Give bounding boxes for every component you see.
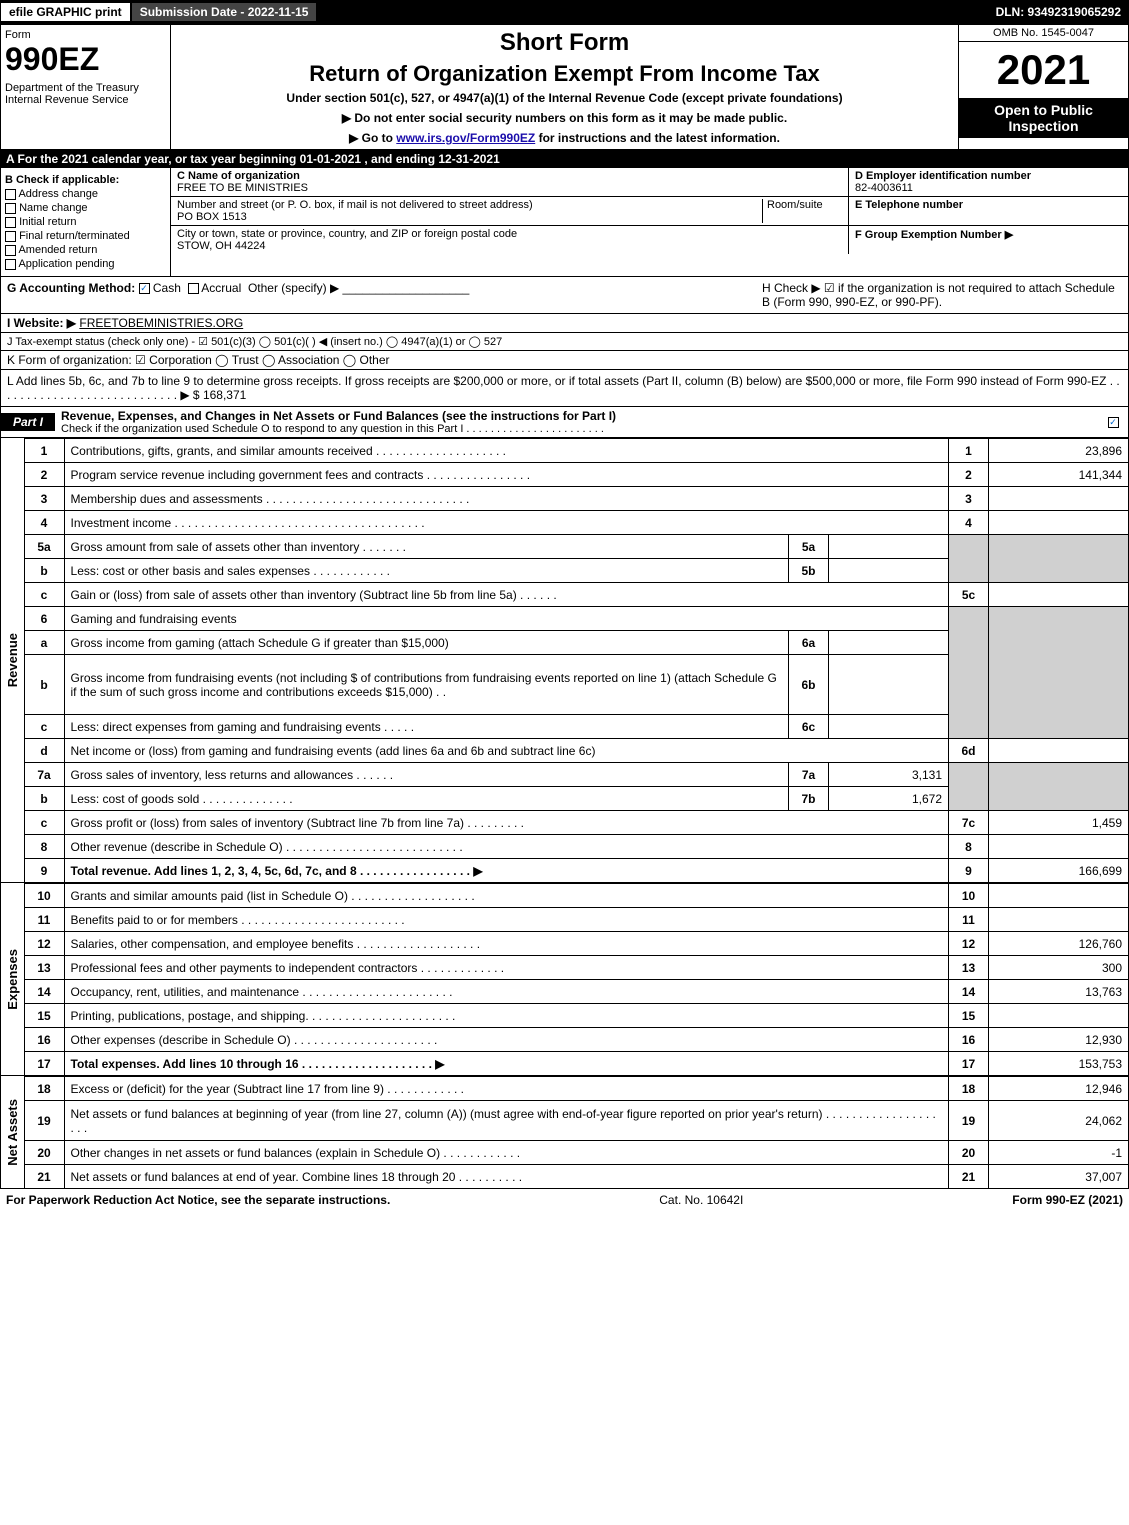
department: Department of the Treasury Internal Reve…	[5, 82, 166, 106]
section-k: K Form of organization: ☑ Corporation ◯ …	[0, 351, 1129, 370]
revenue-label: Revenue	[0, 438, 24, 883]
form-title: Return of Organization Exempt From Incom…	[175, 61, 954, 87]
header-right: OMB No. 1545-0047 2021 Open to Public In…	[958, 25, 1128, 149]
open-to-public: Open to Public Inspection	[959, 98, 1128, 138]
section-g: G Accounting Method: Cash Accrual Other …	[7, 281, 762, 309]
netassets-label: Net Assets	[0, 1076, 24, 1189]
group-exemption-cell: F Group Exemption Number ▶	[848, 226, 1128, 254]
expenses-label: Expenses	[0, 883, 24, 1076]
page-footer: For Paperwork Reduction Act Notice, see …	[0, 1189, 1129, 1211]
note2-pre: ▶ Go to	[349, 131, 396, 145]
tel-label: E Telephone number	[855, 199, 963, 211]
section-h: H Check ▶ ☑ if the organization is not r…	[762, 281, 1122, 309]
note2-post: for instructions and the latest informat…	[535, 131, 780, 145]
cb-pending: Application pending	[5, 258, 166, 270]
cb-amended: Amended return	[5, 244, 166, 256]
revenue-table: 1Contributions, gifts, grants, and simil…	[24, 438, 1129, 883]
b-label: B Check if applicable:	[5, 174, 166, 186]
part1-tab: Part I	[1, 413, 55, 431]
room-label: Room/suite	[767, 199, 823, 211]
section-b: B Check if applicable: Address change Na…	[1, 168, 171, 276]
org-name-cell: C Name of organization FREE TO BE MINIST…	[171, 168, 848, 196]
irs-link[interactable]: www.irs.gov/Form990EZ	[396, 131, 535, 145]
irs-link-line: ▶ Go to www.irs.gov/Form990EZ for instru…	[175, 131, 954, 145]
omb-number: OMB No. 1545-0047	[959, 25, 1128, 42]
cb-cash	[139, 283, 150, 294]
cb-initial-return: Initial return	[5, 216, 166, 228]
part1-check	[1098, 415, 1128, 429]
submission-date: Submission Date - 2022-11-15	[131, 2, 318, 22]
header-left: Form 990EZ Department of the Treasury In…	[1, 25, 171, 149]
part1-header: Part I Revenue, Expenses, and Changes in…	[0, 407, 1129, 438]
part1-sub: Check if the organization used Schedule …	[61, 423, 1092, 435]
ssn-warning: ▶ Do not enter social security numbers o…	[175, 111, 954, 125]
footer-right: Form 990-EZ (2021)	[1012, 1193, 1123, 1207]
c-name-label: C Name of organization	[177, 170, 300, 182]
dln: DLN: 93492319065292	[996, 5, 1129, 19]
tel-cell: E Telephone number	[848, 197, 1128, 225]
efile-print: efile GRAPHIC print	[0, 2, 131, 22]
section-l: L Add lines 5b, 6c, and 7b to line 9 to …	[0, 370, 1129, 407]
expenses-table: 10Grants and similar amounts paid (list …	[24, 883, 1129, 1076]
cb-final-return: Final return/terminated	[5, 230, 166, 242]
i-label: I Website: ▶	[7, 316, 76, 330]
revenue-section: Revenue 1Contributions, gifts, grants, a…	[0, 438, 1129, 883]
city-cell: City or town, state or province, country…	[171, 226, 848, 254]
gh-row: G Accounting Method: Cash Accrual Other …	[0, 277, 1129, 314]
cb-accrual	[188, 283, 199, 294]
city-label: City or town, state or province, country…	[177, 228, 517, 240]
short-form: Short Form	[175, 29, 954, 57]
ein-cell: D Employer identification number 82-4003…	[848, 168, 1128, 196]
org-info-grid: B Check if applicable: Address change Na…	[0, 168, 1129, 277]
form-label: Form	[5, 29, 166, 41]
section-a: A For the 2021 calendar year, or tax yea…	[0, 150, 1129, 168]
header-mid: Short Form Return of Organization Exempt…	[171, 25, 958, 149]
footer-left: For Paperwork Reduction Act Notice, see …	[6, 1193, 390, 1207]
form-number: 990EZ	[5, 41, 166, 78]
d-ein-label: D Employer identification number	[855, 170, 1031, 182]
ein: 82-4003611	[855, 182, 913, 194]
street-cell: Number and street (or P. O. box, if mail…	[171, 197, 848, 225]
l-text: L Add lines 5b, 6c, and 7b to line 9 to …	[7, 374, 1120, 402]
part1-title: Revenue, Expenses, and Changes in Net As…	[55, 407, 1098, 437]
section-j: J Tax-exempt status (check only one) - ☑…	[0, 333, 1129, 351]
expenses-section: Expenses 10Grants and similar amounts pa…	[0, 883, 1129, 1076]
netassets-table: 18Excess or (deficit) for the year (Subt…	[24, 1076, 1129, 1189]
netassets-section: Net Assets 18Excess or (deficit) for the…	[0, 1076, 1129, 1189]
form-header: Form 990EZ Department of the Treasury In…	[0, 24, 1129, 150]
g-label: G Accounting Method:	[7, 281, 135, 295]
cb-name-change: Name change	[5, 202, 166, 214]
street-label: Number and street (or P. O. box, if mail…	[177, 199, 533, 211]
footer-mid: Cat. No. 10642I	[390, 1193, 1012, 1207]
l-val: 168,371	[203, 388, 246, 402]
street: PO BOX 1513	[177, 211, 247, 223]
cb-address-change: Address change	[5, 188, 166, 200]
website: FREETOBEMINISTRIES.ORG	[79, 316, 243, 330]
section-i: I Website: ▶ FREETOBEMINISTRIES.ORG	[0, 314, 1129, 333]
section-cd: C Name of organization FREE TO BE MINIST…	[171, 168, 1128, 276]
city: STOW, OH 44224	[177, 240, 265, 252]
org-name: FREE TO BE MINISTRIES	[177, 182, 308, 194]
tax-year: 2021	[959, 42, 1128, 98]
top-bar: efile GRAPHIC print Submission Date - 20…	[0, 0, 1129, 24]
f-label: F Group Exemption Number ▶	[855, 229, 1013, 241]
form-subtitle: Under section 501(c), 527, or 4947(a)(1)…	[175, 91, 954, 105]
